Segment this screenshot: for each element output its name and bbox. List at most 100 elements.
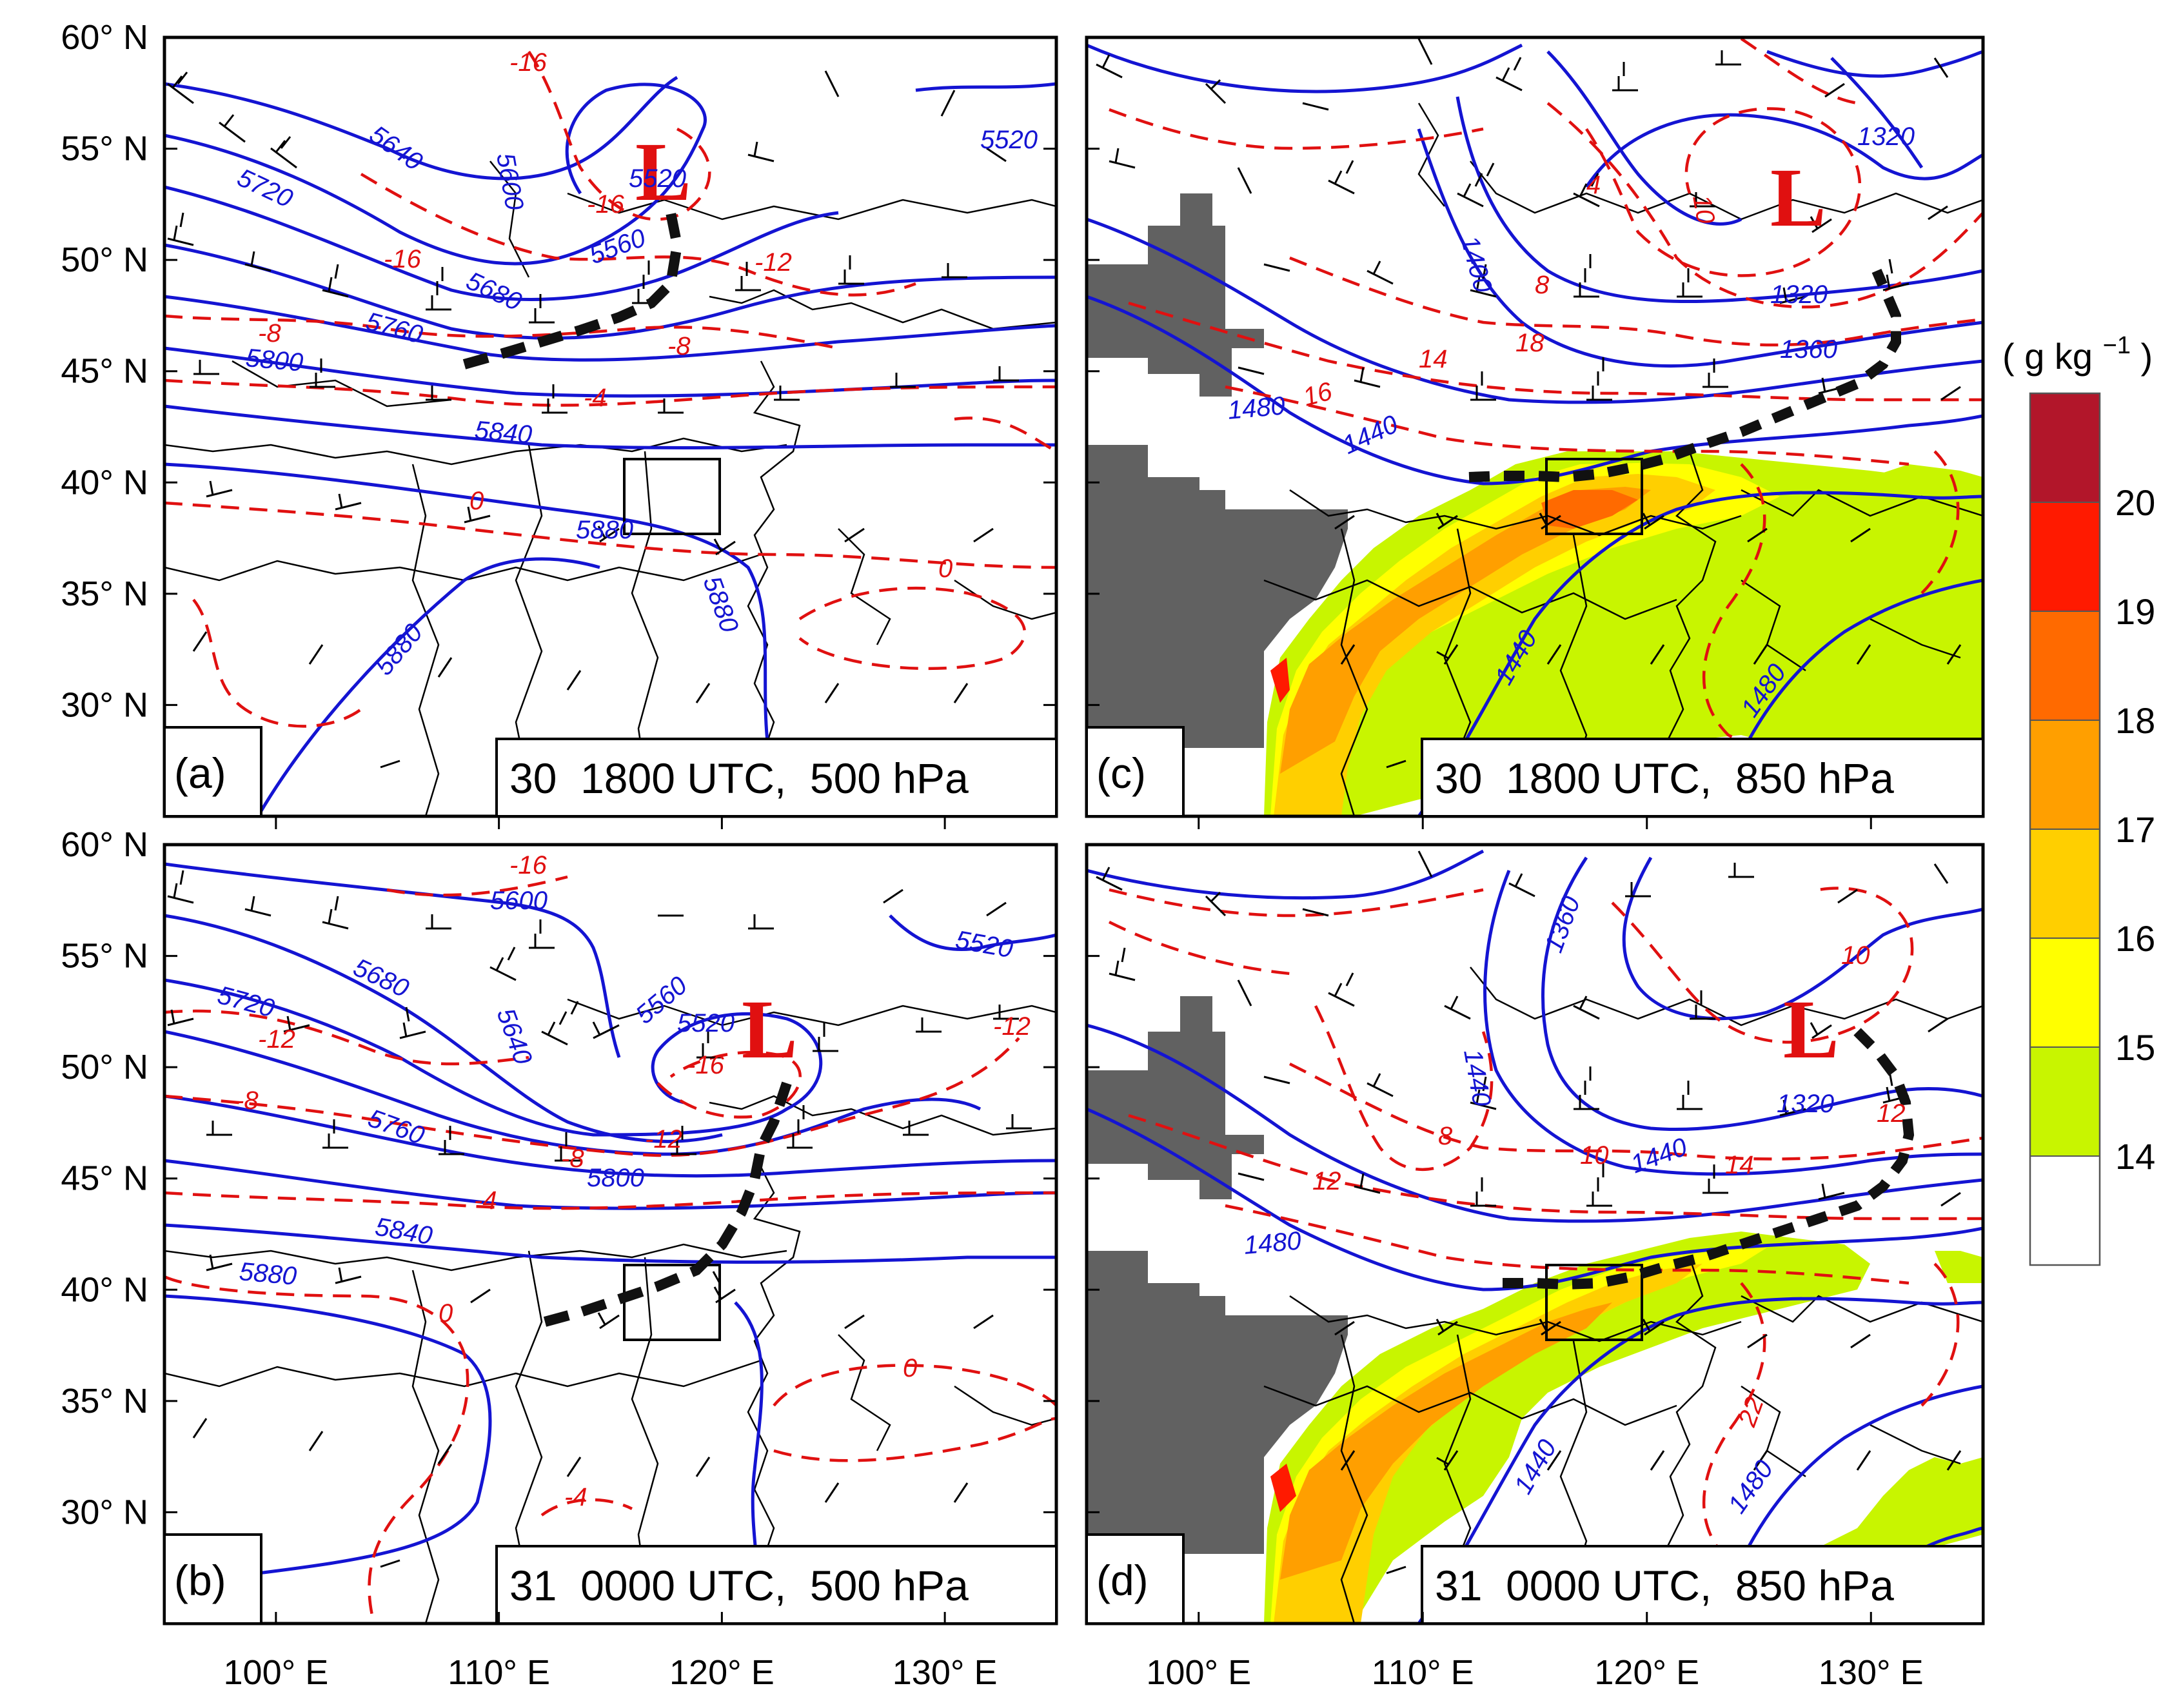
contour-label-a-blue-10: 5880 [698,573,744,636]
lon-label-left-130: 130° E [893,1653,998,1692]
contour-label-a-blue-12: 5520 [980,126,1038,154]
contour-label-a-blue-11: 5880 [370,618,428,680]
lon-label-right-110: 110° E [1372,1653,1474,1692]
humidity-shading-c [1264,451,1983,816]
panel-tag-box-b [163,1533,262,1625]
axis-ticks [164,36,1872,1624]
contour-label-b-red-8: -4 [564,1483,587,1511]
colorbar-label-14: 14 [2115,1136,2155,1177]
contour-label-d-red-4: 10 [1580,1141,1609,1170]
panel-d: L 1360 1440 1320 1440 1480 1440 1480 152… [1085,843,1985,1625]
contour-label-b-blue-7: 5800 [587,1164,644,1192]
contour-label-b-red-3: -16 [687,1051,725,1079]
contour-label-c-red-0: 4 [1586,171,1601,199]
colorbar-swatch-4 [2030,829,2100,939]
contour-label-b-red-2: -12 [993,1012,1031,1041]
contour-label-c-red-4: 16 [1300,377,1336,411]
trough-line-a [462,211,683,369]
contour-label-c-red-2: 8 [1535,271,1550,299]
panel-tag-a: (a) [174,749,226,797]
panel-tag-box-d [1085,1533,1185,1625]
contour-label-b-blue-6: 5760 [364,1104,428,1150]
contour-label-a-blue-2: 5600 [491,151,529,212]
colorbar-label-19: 19 [2115,591,2155,632]
contour-label-a-blue-9: 5880 [576,516,633,544]
lat-label-top-60: 60° N [61,18,148,57]
contour-label-b-red-10: 0 [439,1299,453,1328]
contour-label-b-red-5: -8 [561,1144,584,1173]
panel-tag-c: (c) [1096,749,1146,797]
geopotential-contours-b [164,862,1056,1624]
latitude-labels-top: 60° N 55° N 50° N 45° N 40° N 35° N 30° N [61,18,148,724]
colorbar-title: ( g kg −1 ) [2002,320,2153,377]
contour-label-d-red-1: 12 [1877,1099,1906,1128]
contour-label-a-blue-8: 5840 [473,416,533,449]
colorbar-label-18: 18 [2115,700,2155,741]
time-label-b: 31 0000 UTC, 500 hPa [509,1562,969,1609]
latitude-labels-bottom: 60° N 55° N 50° N 45° N 40° N 35° N 30° N [61,825,148,1531]
contour-label-a-blue-5: 5680 [462,266,526,316]
contour-label-b-red-7: -4 [474,1186,497,1215]
trough-line-d [1503,1028,1915,1290]
contour-label-b-blue-8: 5840 [373,1213,434,1251]
low-center-label-d: L [1783,983,1839,1076]
coastline-a [164,161,1056,816]
lat-label-bottom-40: 40° N [61,1270,148,1309]
contour-label-a-red-7: 0 [469,487,484,515]
contour-label-a-red-1: -16 [587,190,625,219]
lat-label-bottom-50: 50° N [61,1048,148,1086]
colorbar-swatch-3 [2030,720,2100,830]
panel-c: L 1320 1400 1320 1360 1480 1440 1440 148… [1085,35,1985,818]
temperature-contours-b [164,875,1056,1624]
trough-line-c [1468,268,1901,483]
contour-label-b-blue-3: 5640 [491,1005,538,1068]
contour-label-c-blue-3: 1360 [1780,335,1837,364]
longitude-labels: 100° E 100° E 110° E 110° E 120° E 120° E 130°… [224,1653,1924,1692]
colorbar-label-16: 16 [2115,918,2155,959]
colorbar-title-close: ) [2141,336,2153,377]
lat-label-bottom-35: 35° N [61,1382,148,1420]
colorbar-swatch-1 [2030,502,2100,612]
colorbar-swatch-7 [2030,1156,2100,1266]
colorbar-swatch-6 [2030,1047,2100,1157]
wind-barbs-b [167,870,1032,1568]
contour-label-c-blue-0: 1320 [1857,123,1915,151]
contour-label-d-blue-2: 1320 [1777,1090,1834,1118]
contour-label-a-blue-1: 5720 [233,163,297,213]
contour-label-a-red-8: 0 [938,555,952,583]
panel-tag-box-a [163,726,262,818]
contour-label-b-red-0: -16 [509,851,548,879]
lon-label-right-130: 130° E [1819,1653,1924,1692]
lon-label-left-100: 100° E [224,1653,329,1692]
contour-label-a-red-4: -8 [258,319,281,348]
contour-label-c-red-1: 10 [1687,193,1720,226]
low-center-label-c: L [1770,152,1826,244]
contour-label-d-red-0: 10 [1841,941,1870,970]
colorbar-frame [2029,392,2101,1266]
panel-tag-b: (b) [174,1556,226,1604]
lon-label-right-120: 120° E [1594,1653,1699,1692]
colorbar-title-exponent: −1 [2103,332,2131,359]
contour-label-a-red-0: -16 [509,48,548,77]
lat-label-bottom-60: 60° N [61,825,148,864]
contour-label-a-red-3: -12 [755,248,792,277]
colorbar-label-20: 20 [2115,482,2155,523]
panel-tag-d: (d) [1096,1556,1149,1604]
contour-label-c-red-5: 18 [1515,329,1544,357]
contour-label-c-blue-1: 1400 [1455,233,1497,295]
contour-label-b-blue-5: 5520 [677,1009,735,1037]
contour-label-b-red-9: 0 [903,1354,917,1382]
temperature-contours-a [164,50,1056,728]
colorbar-tick-labels: 20 19 18 17 16 15 14 [2115,482,2155,1177]
contour-label-c-red-3: 14 [1419,345,1448,373]
coastline-d [1263,967,1983,1624]
contour-label-c-blue-4: 1480 [1227,391,1286,425]
panel-a: L 5640 5720 5600 5520 5560 5680 5760 580… [163,35,1058,818]
contour-label-a-red-2: -16 [384,245,422,273]
wind-barbs-a [167,70,1019,769]
temperature-contours-d [1108,887,1983,1584]
trough-line-b [543,1081,792,1327]
time-box-b [495,1545,1058,1625]
contour-label-d-red-3: 12 [1312,1167,1341,1195]
time-box-a [495,738,1058,818]
